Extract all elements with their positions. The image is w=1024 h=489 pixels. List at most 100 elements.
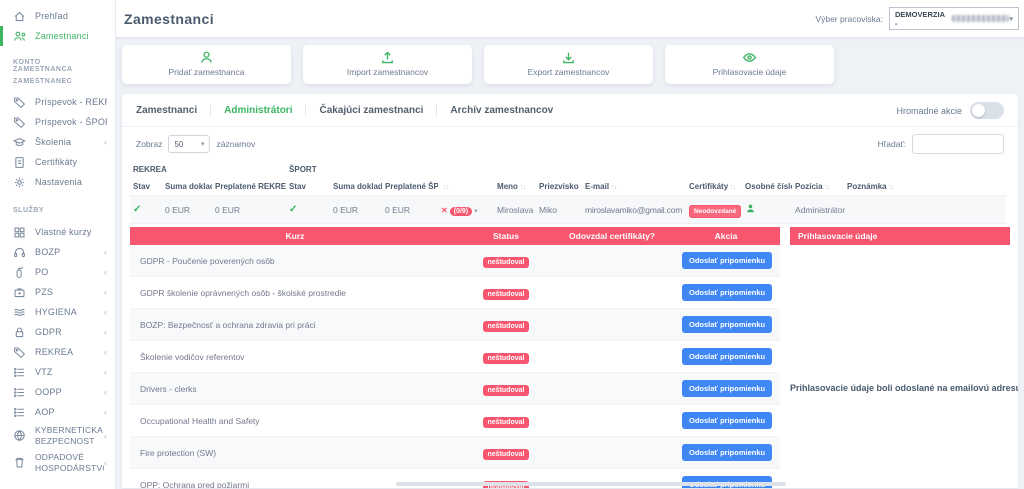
sidebar-item-pzs[interactable]: PZS ‹: [0, 282, 115, 302]
sort-icon[interactable]: ↑↓: [888, 184, 895, 191]
records-label: záznamov: [216, 139, 256, 149]
globe-icon: [13, 429, 26, 442]
sidebar: Prehľad Zamestnanci KONTO ZAMESTNANCA ZA…: [0, 0, 116, 489]
cert-status-badge: Neodovzdané: [689, 204, 742, 218]
card-label: Export zamestnancov: [527, 67, 610, 77]
sidebar-item-rekrea[interactable]: REKREA ‹: [0, 342, 115, 362]
import-employees-button[interactable]: Import zamestnancov: [303, 45, 472, 84]
sidebar-item-label: VTZ: [35, 367, 53, 377]
list-icon: [13, 386, 26, 399]
sidebar-item-label: AOP: [35, 407, 55, 417]
meno: Miroslava: [494, 195, 537, 224]
workspace-label: Výber pracoviska:: [815, 13, 883, 24]
sidebar-item-label: Zamestnanci: [35, 31, 89, 41]
status-badge: neštudoval: [482, 416, 530, 428]
col-pozicia[interactable]: Pozícia ↑↓: [795, 182, 831, 191]
chevron-down-icon[interactable]: ▾: [474, 207, 478, 215]
col-stav-rekrea[interactable]: Stav: [133, 182, 150, 191]
sidebar-item-aop[interactable]: AOP ‹: [0, 402, 115, 422]
send-reminder-button[interactable]: Odoslať pripomienku: [682, 348, 773, 365]
tab-archiv-zamestnancov[interactable]: Archív zamestnancov: [436, 105, 566, 116]
course-name: Školenie vodičov referentov: [130, 340, 460, 373]
sidebar-item-odpadove-hospodarstvo[interactable]: ODPADOVÉ HOSPODÁRSTVO ‹: [0, 449, 115, 476]
sidebar-item-skolenia[interactable]: Školenia ‹: [0, 132, 115, 152]
page-size-select[interactable]: 50 ▾: [168, 135, 211, 153]
tab-cakajuci-zamestnanci[interactable]: Čakajúci zamestnanci: [305, 105, 436, 116]
sidebar-item-vtz[interactable]: VTZ ‹: [0, 362, 115, 382]
chevron-left-icon: ‹: [104, 327, 107, 337]
course-row: BOZP: Bezpečnosť a ochrana zdravia pri p…: [130, 308, 780, 341]
cert-count-toggle[interactable]: ✕ (0/9) ▾: [438, 195, 495, 224]
sidebar-item-gdpr[interactable]: GDPR ‹: [0, 322, 115, 342]
sidebar-item-po[interactable]: PO ‹: [0, 262, 115, 282]
workspace-value: DEMOVERZIA -: [895, 9, 945, 28]
sidebar-item-label: REKREA: [35, 347, 74, 357]
send-reminder-button[interactable]: Odoslať pripomienku: [682, 316, 773, 333]
col-meno[interactable]: Meno ↑↓: [497, 182, 526, 191]
col-osobne-cislo[interactable]: Osobné číslo↑↓: [745, 182, 793, 191]
col-suma-sport[interactable]: Suma dokladov: [333, 182, 383, 191]
send-reminder-button[interactable]: Odoslať pripomienku: [682, 252, 773, 269]
sidebar-item-nastavenia[interactable]: Nastavenia: [0, 172, 115, 192]
eye-icon: [665, 50, 834, 66]
tag-icon: [13, 346, 26, 359]
col-stav-sport[interactable]: Stav: [289, 182, 306, 191]
sidebar-item-label: HYGIENA: [35, 307, 77, 317]
col-preplatene-rekrea[interactable]: Preplatené REKREA↑↓: [215, 182, 287, 191]
col-priezvisko[interactable]: Priezvisko↑↓: [536, 178, 582, 196]
sidebar-item-label: KYBERNETICKA BEZPECNOST: [35, 424, 103, 446]
sidebar-item-prispevok-sport[interactable]: Príspevok - ŠPORT: [0, 112, 115, 132]
add-employee-button[interactable]: Pridať zamestnanca: [122, 45, 291, 84]
chevron-left-icon: ‹: [104, 457, 107, 468]
sort-icon[interactable]: ↑↓: [730, 184, 736, 191]
sort-icon[interactable]: ↑↓: [443, 184, 449, 191]
sidebar-item-prehlad[interactable]: Prehľad: [0, 6, 115, 26]
course-name: GDPR školenie oprávnených osôb - školské…: [130, 276, 460, 309]
search-input[interactable]: [912, 134, 1004, 154]
sort-icon[interactable]: ↑↓: [581, 184, 582, 191]
col-suma-rekrea[interactable]: Suma dokladov: [165, 182, 212, 191]
workspace-select[interactable]: DEMOVERZIA - ▾: [889, 7, 1019, 30]
bulk-actions-toggle[interactable]: [970, 102, 1004, 119]
tab-administratori[interactable]: Administrátori: [210, 105, 305, 116]
employee-row: ✓ 0 EUR 0 EUR ✓ 0 EUR 0 EUR ✕ (0/9) ▾ Miro…: [130, 195, 1007, 224]
send-reminder-button[interactable]: Odoslať pripomienku: [682, 412, 773, 429]
cert-count-badge[interactable]: (0/9): [449, 206, 473, 216]
col-email[interactable]: E-mail ↑↓: [585, 182, 617, 191]
col-poznamka[interactable]: Poznámka ↑↓: [847, 182, 895, 191]
sidebar-section-zamestnanec: ZAMESTNANEC: [13, 78, 73, 85]
sort-icon[interactable]: ↑↓: [824, 184, 831, 191]
send-reminder-button[interactable]: Odoslať pripomienku: [682, 284, 773, 301]
chevron-left-icon: ‹: [104, 347, 107, 357]
employees-panel: Zamestnanci Administrátori Čakajúci zame…: [122, 94, 1018, 488]
export-employees-button[interactable]: Export zamestnancov: [484, 45, 653, 84]
login-credentials-button[interactable]: Prihlasovacie údaje: [665, 45, 834, 84]
col-status: Status: [460, 227, 552, 245]
col-certifikaty[interactable]: Certifikáty ↑↓: [689, 182, 736, 191]
tab-zamestnanci[interactable]: Zamestnanci: [136, 105, 198, 116]
card-label: Pridať zamestnanca: [168, 67, 245, 77]
status-badge: neštudoval: [482, 448, 530, 460]
sidebar-item-prispevok-rekrea[interactable]: Príspevok - REKREA: [0, 92, 115, 112]
check-icon: ✓: [133, 204, 142, 215]
sidebar-item-oopp[interactable]: OOPP ‹: [0, 382, 115, 402]
chevron-down-icon: ▾: [1009, 15, 1013, 23]
sort-icon[interactable]: ↑↓: [611, 184, 617, 191]
sidebar-item-vlastne-kurzy[interactable]: Vlastné kurzy: [0, 222, 115, 242]
send-reminder-button[interactable]: Odoslať pripomienku: [682, 380, 773, 397]
sidebar-item-bozp[interactable]: BOZP ‹: [0, 242, 115, 262]
sidebar-item-certifikaty[interactable]: Certifikáty: [0, 152, 115, 172]
card-label: Prihlasovacie údaje: [712, 67, 787, 77]
list-icon: [13, 366, 26, 379]
horizontal-scrollbar[interactable]: [396, 482, 786, 486]
sort-icon[interactable]: ↑↓: [519, 184, 526, 191]
poznamka: [844, 195, 909, 224]
chevron-left-icon: ‹: [104, 287, 107, 297]
sidebar-item-zamestnanci[interactable]: Zamestnanci: [0, 26, 115, 46]
sidebar-item-label: Certifikáty: [35, 157, 78, 167]
send-reminder-button[interactable]: Odoslať pripomienku: [682, 444, 773, 461]
group-sport: ŠPORT: [289, 165, 317, 174]
col-preplatene-sport[interactable]: Preplatené ŠPORT: [385, 182, 439, 191]
sidebar-item-kyberneticka-bezpecnost[interactable]: KYBERNETICKA BEZPECNOST ‹: [0, 422, 115, 449]
sidebar-item-hygiena[interactable]: HYGIENA ‹: [0, 302, 115, 322]
